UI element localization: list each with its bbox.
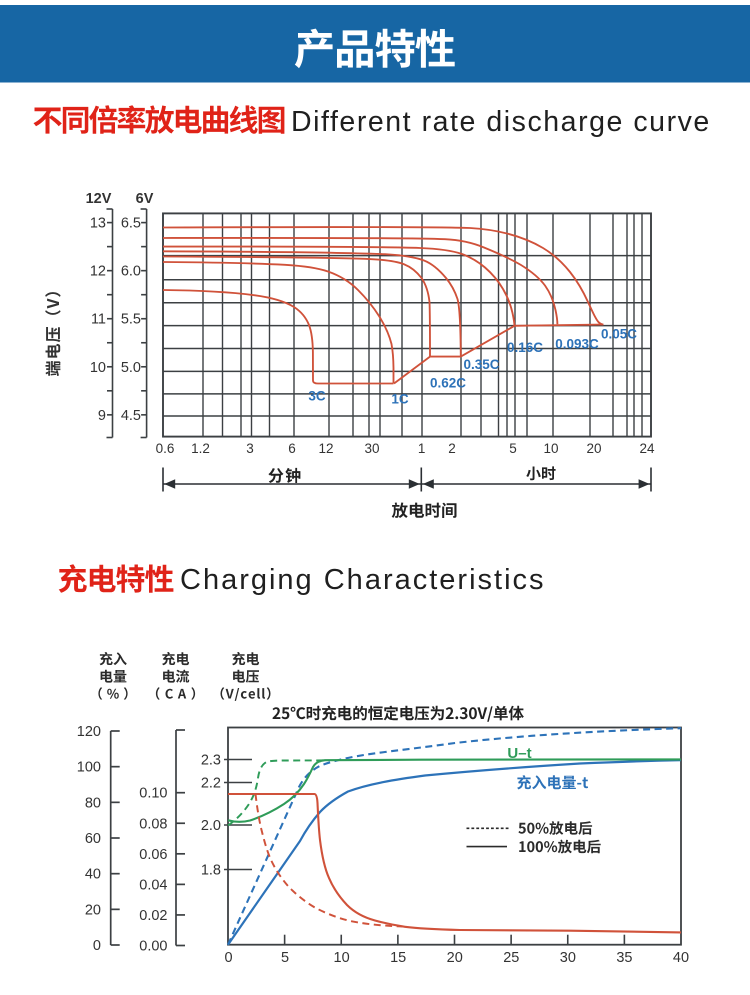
svg-text:0.06: 0.06 [139,847,167,863]
svg-text:12: 12 [90,264,106,280]
svg-text:0.16C: 0.16C [507,340,543,355]
svg-text:13: 13 [90,216,106,232]
svg-text:15: 15 [390,950,406,966]
svg-text:2: 2 [448,441,456,456]
svg-text:0.10: 0.10 [139,786,167,802]
svg-text:20: 20 [447,950,463,966]
svg-text:3: 3 [246,441,254,456]
svg-text:9: 9 [98,408,106,424]
svg-text:100: 100 [77,760,101,776]
svg-text:30: 30 [560,950,576,966]
svg-text:20: 20 [85,902,101,918]
svg-text:120: 120 [77,724,101,740]
svg-text:0: 0 [224,950,232,966]
svg-text:30: 30 [364,441,379,456]
svg-text:4.5: 4.5 [121,408,141,424]
svg-text:5.5: 5.5 [121,312,141,328]
svg-text:80: 80 [85,795,101,811]
svg-text:20: 20 [586,441,601,456]
svg-text:0.35C: 0.35C [463,357,499,372]
svg-text:0.05C: 0.05C [601,327,637,342]
svg-text:35: 35 [616,950,632,966]
svg-text:24: 24 [639,441,655,456]
svg-text:2.2: 2.2 [201,776,221,792]
svg-text:10: 10 [334,950,350,966]
svg-text:6V: 6V [136,191,154,207]
svg-text:40: 40 [673,950,689,966]
svg-text:11: 11 [91,312,106,328]
svg-text:0.08: 0.08 [139,816,167,832]
svg-text:0.00: 0.00 [139,939,167,955]
svg-text:6: 6 [288,441,296,456]
svg-text:60: 60 [85,831,101,847]
svg-text:0.04: 0.04 [139,877,167,893]
svg-text:2.3: 2.3 [201,753,221,769]
svg-text:6.0: 6.0 [121,264,141,280]
svg-text:0: 0 [93,938,101,954]
svg-text:12: 12 [318,441,333,456]
svg-text:12V: 12V [86,191,112,207]
svg-text:Charging Characteristics: Charging Characteristics [180,564,546,596]
svg-text:Different rate discharge curve: Different rate discharge curve [291,106,711,138]
svg-text:3C: 3C [308,389,326,404]
svg-text:10: 10 [543,441,558,456]
svg-text:10: 10 [90,360,106,376]
svg-text:2.0: 2.0 [201,818,221,834]
svg-text:1: 1 [418,441,426,456]
svg-text:6.5: 6.5 [121,216,141,232]
svg-text:0.02: 0.02 [139,908,167,924]
svg-text:0.62C: 0.62C [430,376,466,391]
svg-text:25: 25 [503,950,519,966]
svg-text:5: 5 [281,950,289,966]
svg-text:U–t: U–t [507,745,531,762]
svg-text:1.8: 1.8 [201,863,221,879]
svg-text:40: 40 [85,867,101,883]
svg-text:1.2: 1.2 [191,441,210,456]
svg-text:0.6: 0.6 [156,441,175,456]
svg-text:5: 5 [509,441,517,456]
svg-text:1C: 1C [391,392,409,407]
svg-text:5.0: 5.0 [121,360,141,376]
svg-text:0.093C: 0.093C [555,337,599,352]
